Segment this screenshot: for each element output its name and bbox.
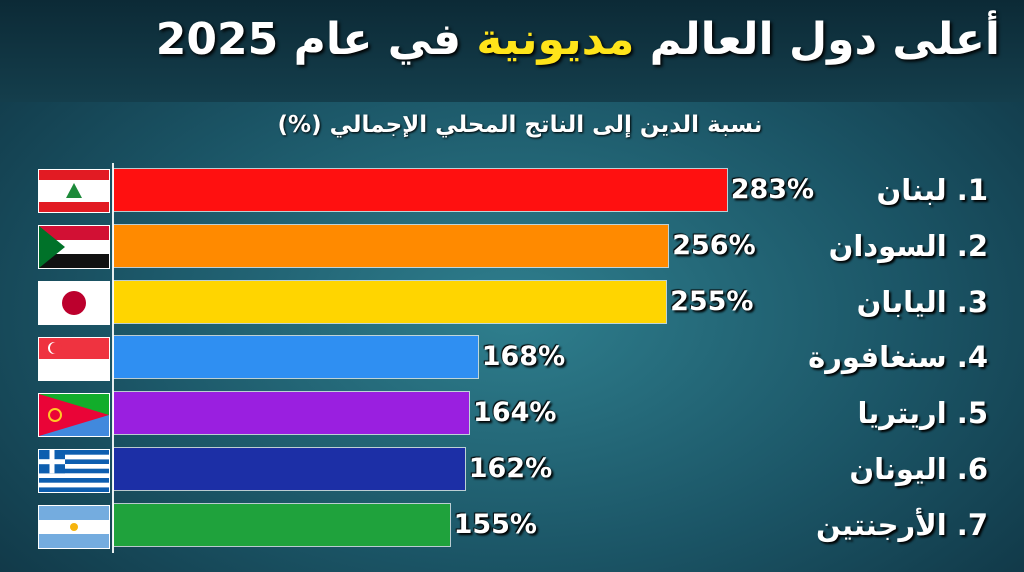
- flag: [38, 449, 110, 493]
- bar: [114, 336, 478, 379]
- title-part: أعلى دول العالم: [649, 14, 1000, 65]
- bar: [114, 448, 465, 490]
- value-label: 256%: [672, 229, 756, 261]
- category-label: 5. اريتريا: [857, 396, 988, 431]
- chart-title: أعلى دول العالم مديونية في عام 2025: [20, 14, 1000, 65]
- bar: [114, 224, 669, 267]
- title-part: في عام 2025: [155, 14, 462, 65]
- category-label: 2. السودان: [828, 228, 988, 263]
- bar: [114, 280, 667, 323]
- value-label: 155%: [453, 508, 537, 540]
- value-label: 164%: [473, 397, 557, 429]
- category-label: 7. الأرجنتين: [815, 507, 988, 542]
- value-label: 168%: [481, 341, 566, 373]
- bar: [114, 392, 470, 435]
- category-label: 6. اليونان: [849, 452, 988, 486]
- value-label: 255%: [670, 285, 754, 317]
- flag: [38, 505, 110, 549]
- bar: [114, 503, 450, 546]
- category-label: 1. لبنان: [876, 173, 988, 207]
- title-band: [0, 0, 1024, 102]
- category-label: 4. سنغافورة: [808, 340, 988, 375]
- axis-line: [112, 163, 114, 553]
- category-label: 3. اليابان: [856, 284, 988, 319]
- flag: [38, 225, 110, 269]
- flag: [38, 393, 110, 437]
- chart-subtitle: نسبة الدين إلى الناتج المحلي الإجمالي (%…: [277, 112, 763, 138]
- value-label: 283%: [730, 174, 815, 205]
- flag: [38, 281, 110, 325]
- value-label: 162%: [468, 453, 553, 484]
- flag: [38, 169, 110, 213]
- flag: [38, 337, 110, 381]
- bar: [114, 169, 727, 211]
- title-highlight: مديونية: [476, 14, 635, 65]
